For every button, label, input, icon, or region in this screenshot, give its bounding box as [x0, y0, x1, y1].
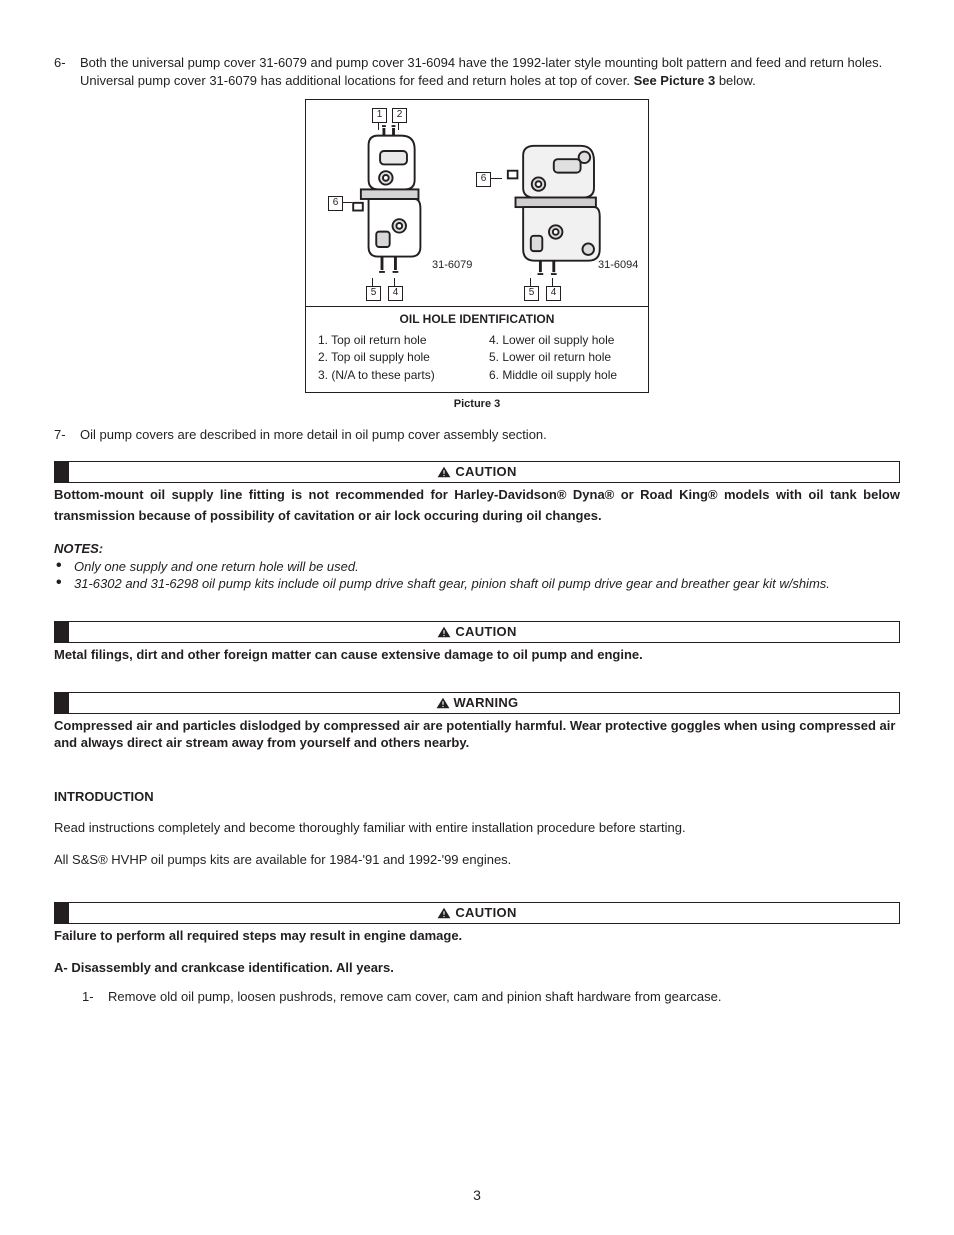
oil-col-right: 4. Lower oil supply hole 5. Lower oil re…	[489, 331, 636, 384]
warning-icon	[437, 626, 451, 638]
pump-31-6094	[496, 142, 592, 276]
list-item-6: 6- Both the universal pump cover 31-6079…	[54, 54, 900, 89]
oil-col-left: 1. Top oil return hole 2. Top oil supply…	[318, 331, 465, 384]
caution-1-line2: transmission because of possibility of c…	[54, 507, 900, 525]
figure-3-diagram: 1 2 6 5 4 6 5 4 31-6079 31	[306, 100, 648, 306]
lead-line	[530, 278, 531, 286]
figure-3-caption: Picture 3	[54, 397, 900, 412]
oil-hole-title: OIL HOLE IDENTIFICATION	[306, 306, 648, 331]
callout-2: 2	[392, 108, 407, 123]
lead-line	[398, 122, 399, 130]
warning-icon	[436, 697, 450, 709]
warning-icon	[437, 907, 451, 919]
bullet-icon: •	[56, 558, 74, 576]
caution-3-text: Failure to perform all required steps ma…	[54, 927, 900, 945]
pump-31-6079	[334, 122, 430, 276]
notes-text-2: 31-6302 and 31-6298 oil pump kits includ…	[74, 575, 830, 593]
lead-line	[378, 122, 379, 130]
oil-item: 3. (N/A to these parts)	[318, 367, 465, 383]
callout-1: 1	[372, 108, 387, 123]
warning-text: Compressed air and particles dislodged b…	[54, 717, 900, 752]
section-a-num-1: 1-	[82, 988, 108, 1006]
callout-5-left: 5	[366, 286, 381, 301]
oil-item: 1. Top oil return hole	[318, 332, 465, 348]
oil-hole-legend: 1. Top oil return hole 2. Top oil supply…	[306, 331, 648, 392]
oil-item: 6. Middle oil supply hole	[489, 367, 636, 383]
callout-5-right: 5	[524, 286, 539, 301]
oil-item: 2. Top oil supply hole	[318, 349, 465, 365]
lead-line	[394, 278, 395, 286]
caution-text-label: CAUTION	[455, 463, 516, 481]
section-a-heading: A- Disassembly and crankcase identificat…	[54, 959, 900, 977]
lead-line	[552, 278, 553, 286]
caution-banner-3: CAUTION	[54, 902, 900, 924]
section-a-item-1: 1- Remove old oil pump, loosen pushrods,…	[82, 988, 900, 1006]
notes-text-1: Only one supply and one return hole will…	[74, 558, 359, 576]
list-text-6: Both the universal pump cover 31-6079 an…	[80, 54, 900, 89]
list-text-6-main: Both the universal pump cover 31-6079 an…	[80, 55, 882, 88]
section-a-text-1: Remove old oil pump, loosen pushrods, re…	[108, 988, 721, 1006]
list-text-7: Oil pump covers are described in more de…	[80, 426, 900, 444]
callout-4-left: 4	[388, 286, 403, 301]
list-num-6: 6-	[54, 54, 80, 89]
callout-4-right: 4	[546, 286, 561, 301]
callout-6-right: 6	[476, 172, 491, 187]
list-num-7: 7-	[54, 426, 80, 444]
caution-2-text: Metal filings, dirt and other foreign ma…	[54, 646, 900, 664]
oil-item: 5. Lower oil return hole	[489, 349, 636, 365]
part-number-right: 31-6094	[598, 258, 638, 273]
caution-label-2: CAUTION	[437, 623, 516, 641]
lead-line	[342, 202, 352, 203]
warning-text-label: WARNING	[454, 694, 519, 712]
intro-p2: All S&S® HVHP oil pumps kits are availab…	[54, 851, 900, 869]
notes-item-1: • Only one supply and one return hole wi…	[56, 558, 900, 576]
introduction-heading: INTRODUCTION	[54, 788, 900, 806]
list-text-6-tail: below.	[715, 73, 755, 88]
caution-label-1: CAUTION	[437, 463, 516, 481]
caution-banner-1: CAUTION	[54, 461, 900, 483]
callout-6-left: 6	[328, 196, 343, 211]
caution-text-label: CAUTION	[455, 623, 516, 641]
caution-banner-2: CAUTION	[54, 621, 900, 643]
figure-3-box: 1 2 6 5 4 6 5 4 31-6079 31	[305, 99, 649, 393]
intro-p1: Read instructions completely and become …	[54, 819, 900, 837]
caution-label-3: CAUTION	[437, 904, 516, 922]
page-number: 3	[0, 1186, 954, 1205]
bullet-icon: •	[56, 575, 74, 593]
caution-text-label: CAUTION	[455, 904, 516, 922]
notes-item-2: • 31-6302 and 31-6298 oil pump kits incl…	[56, 575, 900, 593]
warning-icon	[437, 466, 451, 478]
warning-banner: WARNING	[54, 692, 900, 714]
lead-line	[372, 278, 373, 286]
list-item-7: 7- Oil pump covers are described in more…	[54, 426, 900, 444]
warning-label: WARNING	[436, 694, 519, 712]
see-picture-3-link: See Picture 3	[634, 73, 716, 88]
figure-3: 1 2 6 5 4 6 5 4 31-6079 31	[54, 99, 900, 393]
lead-line	[490, 178, 502, 179]
oil-item: 4. Lower oil supply hole	[489, 332, 636, 348]
part-number-left: 31-6079	[432, 258, 472, 273]
notes-heading: NOTES:	[54, 540, 900, 558]
caution-1-line1: Bottom-mount oil supply line fitting is …	[54, 486, 900, 504]
